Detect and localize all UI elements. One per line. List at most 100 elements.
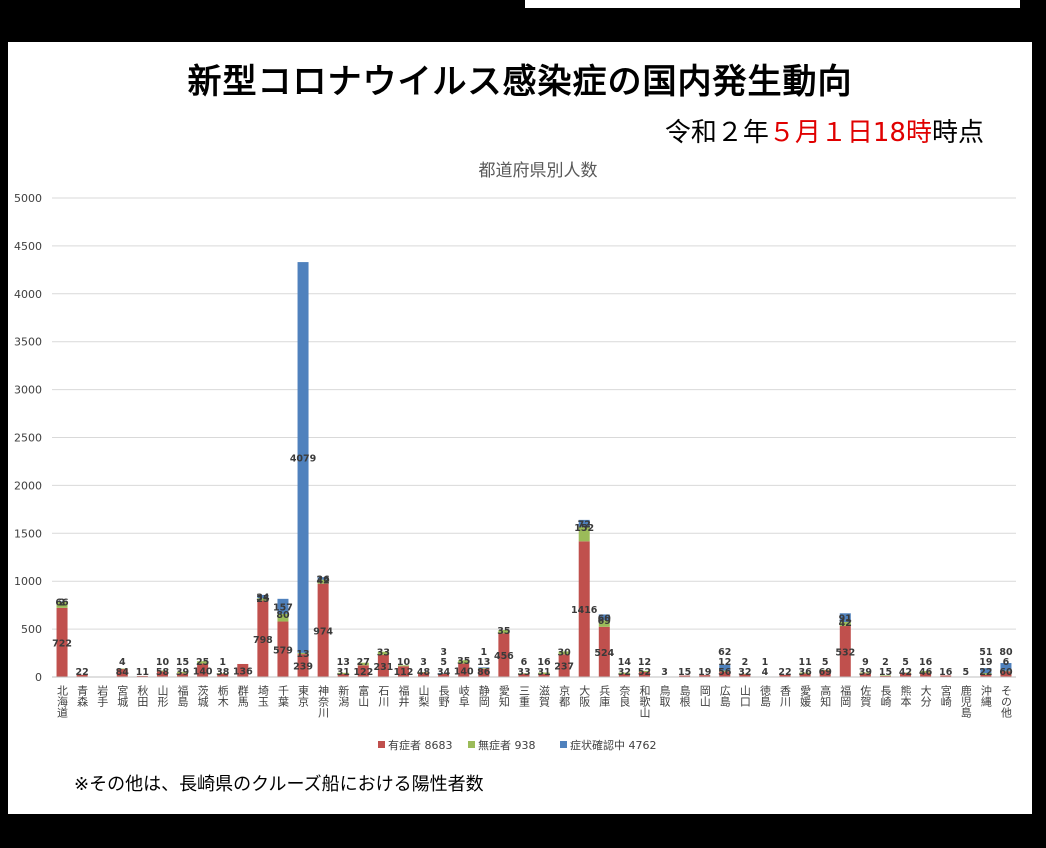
x-tick-label: 静岡	[477, 684, 490, 708]
data-label: 11	[136, 667, 149, 678]
data-label: 27	[357, 657, 370, 668]
bar-segment	[458, 663, 470, 677]
bar-segment	[739, 673, 751, 675]
data-label: 532	[835, 648, 855, 659]
data-label: 3	[420, 657, 427, 668]
data-label: 72	[578, 519, 591, 530]
bar-segment	[116, 668, 128, 670]
bar-segment	[418, 672, 430, 677]
x-tick-label: 東京	[297, 685, 310, 708]
bar-segment	[739, 673, 751, 677]
bar-segment	[458, 660, 470, 664]
bar-segment	[940, 675, 952, 677]
bar-segment	[518, 673, 530, 677]
x-tick-label: 青森	[76, 685, 89, 708]
data-label: 80	[999, 647, 1013, 658]
data-label: 11	[799, 657, 812, 668]
data-label: 32	[618, 667, 631, 678]
x-tick-label: 愛知	[497, 685, 510, 708]
data-label: 722	[52, 638, 72, 649]
bar-segment	[257, 598, 269, 601]
data-label: 237	[554, 662, 574, 673]
date-prefix: 令和２年	[664, 118, 769, 148]
x-tick-label: 福島	[176, 684, 189, 708]
x-tick-label: 沖縄	[979, 685, 992, 707]
data-label: 86	[477, 667, 491, 678]
data-label: 456	[494, 651, 514, 662]
date-highlight-day: ５月１日	[768, 118, 873, 148]
bar-segment	[598, 614, 610, 621]
bar-segment	[478, 667, 490, 669]
data-label: 16	[939, 667, 953, 678]
x-tick-label: 群馬	[236, 684, 249, 708]
bar-segment	[980, 673, 992, 675]
data-label: 579	[273, 645, 293, 656]
data-label: 19	[698, 667, 711, 678]
data-label: 12	[718, 657, 731, 668]
x-tick-label: 福岡	[839, 684, 852, 708]
x-tick-label: 鳥取	[658, 684, 671, 708]
x-tick-label: 栃木	[216, 684, 229, 708]
x-tick-label: その他	[999, 685, 1012, 718]
data-label: 5	[822, 657, 829, 668]
data-label: 32	[738, 667, 751, 678]
data-label: 10	[397, 657, 411, 668]
y-tick-label: 500	[21, 623, 42, 636]
bar-segment	[277, 598, 289, 614]
data-label: 5	[902, 657, 909, 668]
data-label: 4	[119, 657, 126, 668]
bar-segment	[337, 672, 349, 675]
data-label: 60	[999, 667, 1013, 678]
bar-segment	[116, 668, 128, 677]
x-tick-label: 山形	[156, 685, 169, 708]
bar-segment	[217, 673, 229, 674]
data-label: 69	[598, 616, 611, 627]
bar-segment	[558, 651, 570, 655]
bar-segment	[277, 613, 289, 622]
data-label: 58	[156, 667, 170, 678]
x-tick-label: 大分	[919, 684, 932, 707]
data-label: 1	[480, 647, 487, 658]
bar-segment	[357, 665, 369, 677]
x-tick-label: 大阪	[578, 684, 591, 708]
bar-segment	[518, 673, 530, 674]
data-label: 1416	[571, 605, 598, 616]
data-label: 39	[176, 667, 189, 678]
slide: 新型コロナウイルス感染症の国内発生動向 令和２年５月１日18時時点 都道府県別人…	[8, 42, 1032, 814]
data-label: 69	[819, 667, 832, 678]
bar-segment	[618, 672, 630, 674]
data-label: 26	[317, 574, 331, 585]
data-label: 16	[919, 657, 933, 668]
data-label: 80	[276, 610, 290, 621]
data-label: 34	[256, 593, 270, 604]
data-label: 66	[55, 598, 69, 609]
bar-segment	[578, 541, 590, 677]
x-tick-label: 富山	[357, 684, 370, 707]
bar-segment	[618, 673, 630, 677]
y-tick-label: 3500	[14, 336, 42, 349]
bar-segment	[859, 673, 871, 677]
data-label: 239	[293, 662, 313, 673]
bar-segment	[317, 579, 329, 584]
bar-segment	[920, 671, 932, 673]
data-label: 140	[454, 666, 474, 677]
data-label: 2	[882, 657, 889, 668]
bar-segment	[920, 672, 932, 677]
data-label: 19	[979, 657, 992, 668]
bar-segment	[799, 673, 811, 677]
bar-segment	[719, 671, 731, 677]
data-label: 42	[839, 618, 852, 629]
y-tick-label: 3000	[14, 384, 42, 397]
bar-segment	[859, 672, 871, 674]
bar-segment	[337, 674, 349, 677]
x-tick-label: 熊本	[899, 684, 912, 708]
data-label: 33	[377, 648, 390, 659]
data-label: 13	[337, 657, 350, 668]
y-tick-label: 5000	[14, 192, 42, 205]
bar-segment	[377, 654, 389, 677]
x-tick-label: 福井	[397, 684, 410, 708]
data-label: 15	[176, 657, 189, 668]
bar-segment	[177, 673, 189, 677]
bar-segment	[257, 594, 269, 599]
chart-title: 都道府県別人数	[479, 161, 598, 181]
